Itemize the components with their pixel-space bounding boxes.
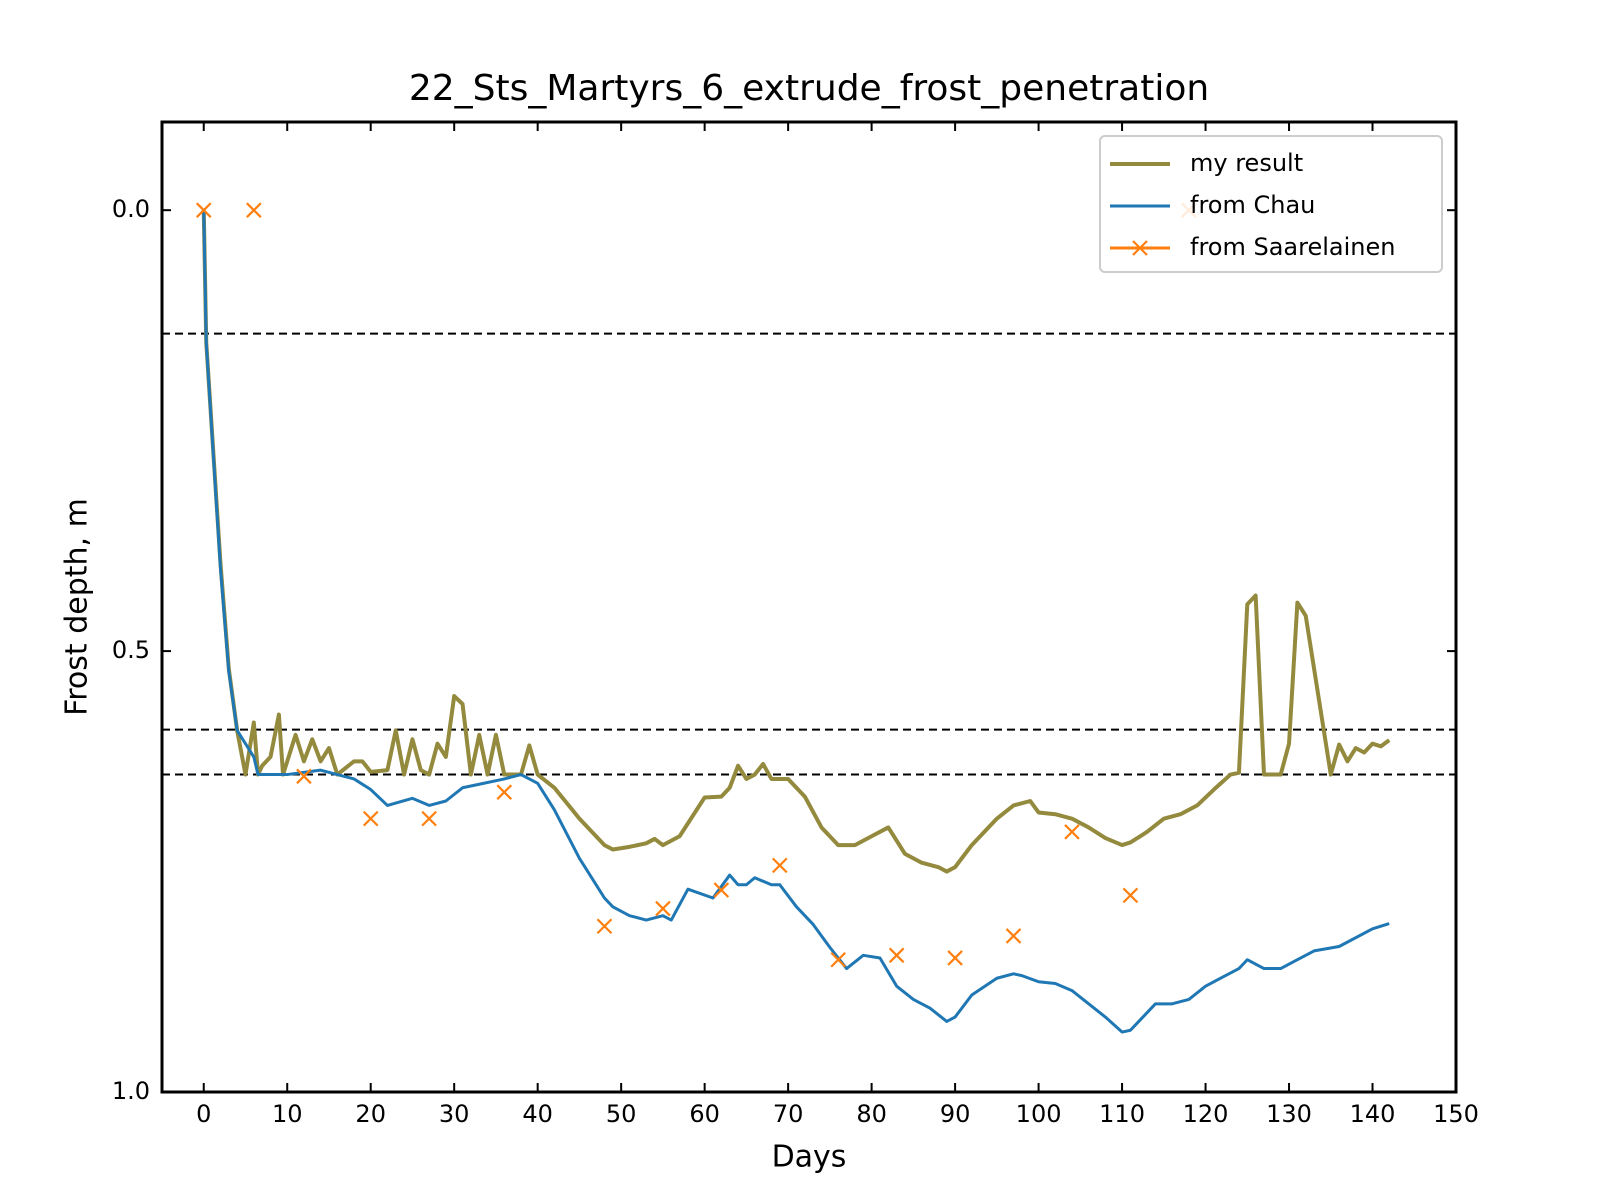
x-tick-label: 80 bbox=[856, 1100, 887, 1128]
marker-stroke bbox=[596, 918, 613, 934]
data-point bbox=[1005, 928, 1022, 944]
marker-stroke bbox=[830, 951, 846, 968]
marker-stroke bbox=[1132, 240, 1148, 256]
plot-area bbox=[195, 202, 1391, 1034]
marker-stroke bbox=[772, 857, 788, 874]
marker-stroke bbox=[1122, 887, 1139, 904]
marker-stroke bbox=[296, 768, 312, 785]
axes-frame bbox=[160, 120, 1458, 1094]
data-point bbox=[772, 857, 788, 874]
legend-label: from Saarelainen bbox=[1190, 233, 1395, 261]
marker-stroke bbox=[655, 900, 671, 917]
data-point bbox=[947, 950, 963, 966]
x-tick-label: 50 bbox=[606, 1100, 637, 1128]
marker-stroke bbox=[888, 947, 905, 964]
data-line bbox=[202, 210, 1390, 1034]
marker-stroke bbox=[246, 202, 262, 218]
marker-stroke bbox=[947, 950, 963, 966]
marker-stroke bbox=[421, 810, 437, 827]
y-axis-label: Frost depth, m bbox=[60, 498, 95, 716]
marker-stroke bbox=[1005, 928, 1022, 944]
marker-stroke bbox=[496, 784, 513, 800]
x-tick-label: 40 bbox=[522, 1100, 553, 1128]
data-point bbox=[195, 202, 212, 218]
data-point bbox=[830, 951, 846, 968]
legend-label: my result bbox=[1190, 149, 1303, 177]
data-point bbox=[496, 784, 513, 800]
chart-title: 22_Sts_Martyrs_6_extrude_frost_penetrati… bbox=[409, 68, 1209, 109]
x-tick-label: 30 bbox=[439, 1100, 470, 1128]
x-tick-label: 20 bbox=[355, 1100, 386, 1128]
x-axis-label: Days bbox=[772, 1140, 847, 1175]
data-point bbox=[421, 810, 437, 827]
data-line bbox=[201, 210, 1391, 874]
data-point bbox=[888, 947, 905, 964]
marker-stroke bbox=[713, 882, 730, 898]
y-tick-label: 0.5 bbox=[112, 636, 150, 664]
x-tick-label: 70 bbox=[773, 1100, 804, 1128]
y-tick-label: 1.0 bbox=[112, 1077, 150, 1105]
legend-label: from Chau bbox=[1190, 191, 1315, 219]
data-point bbox=[296, 768, 312, 785]
data-point bbox=[362, 810, 379, 827]
x-tick-label: 100 bbox=[1016, 1100, 1062, 1128]
x-tick-label: 110 bbox=[1099, 1100, 1145, 1128]
data-point bbox=[713, 882, 730, 898]
data-point bbox=[246, 202, 262, 218]
data-point bbox=[1122, 887, 1139, 904]
marker-stroke bbox=[362, 810, 379, 827]
x-tick-label: 10 bbox=[272, 1100, 303, 1128]
x-tick-label: 150 bbox=[1433, 1100, 1479, 1128]
x-tick-label: 120 bbox=[1183, 1100, 1229, 1128]
legend: my result from Chau from Saarelainen bbox=[1099, 135, 1443, 273]
marker-stroke bbox=[1064, 824, 1080, 840]
data-point bbox=[596, 918, 613, 934]
legend-box bbox=[1099, 135, 1443, 273]
x-tick-label: 130 bbox=[1266, 1100, 1312, 1128]
marker-stroke bbox=[195, 202, 212, 218]
y-tick-label: 0.0 bbox=[112, 195, 150, 223]
data-point bbox=[1064, 824, 1080, 840]
x-tick-label: 0 bbox=[196, 1100, 211, 1128]
x-tick-label: 140 bbox=[1350, 1100, 1396, 1128]
legend-marker bbox=[1132, 240, 1148, 256]
data-point bbox=[655, 900, 671, 917]
x-tick-label: 60 bbox=[689, 1100, 720, 1128]
x-tick-label: 90 bbox=[940, 1100, 971, 1128]
